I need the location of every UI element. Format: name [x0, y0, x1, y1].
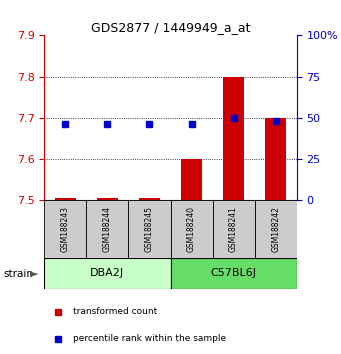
Text: GSM188241: GSM188241: [229, 206, 238, 252]
Text: GSM188242: GSM188242: [271, 206, 280, 252]
Bar: [97, 198, 118, 200]
Bar: [265, 118, 286, 200]
Bar: [44, 258, 170, 289]
Bar: [181, 159, 202, 200]
Bar: [170, 258, 297, 289]
Bar: [255, 200, 297, 258]
Bar: [129, 200, 170, 258]
Text: strain: strain: [3, 269, 33, 279]
Bar: [223, 76, 244, 200]
Bar: [86, 200, 129, 258]
Text: C57BL6J: C57BL6J: [211, 268, 256, 279]
Bar: [55, 198, 76, 200]
Bar: [170, 200, 212, 258]
Text: transformed count: transformed count: [73, 307, 157, 316]
Text: percentile rank within the sample: percentile rank within the sample: [73, 334, 226, 343]
Text: GSM188245: GSM188245: [145, 206, 154, 252]
Text: ►: ►: [30, 269, 38, 279]
Title: GDS2877 / 1449949_a_at: GDS2877 / 1449949_a_at: [91, 21, 250, 34]
Text: GSM188243: GSM188243: [61, 206, 70, 252]
Text: GSM188244: GSM188244: [103, 206, 112, 252]
Text: DBA2J: DBA2J: [90, 268, 124, 279]
Bar: [212, 200, 255, 258]
Bar: [44, 200, 86, 258]
Text: GSM188240: GSM188240: [187, 206, 196, 252]
Bar: [139, 198, 160, 200]
